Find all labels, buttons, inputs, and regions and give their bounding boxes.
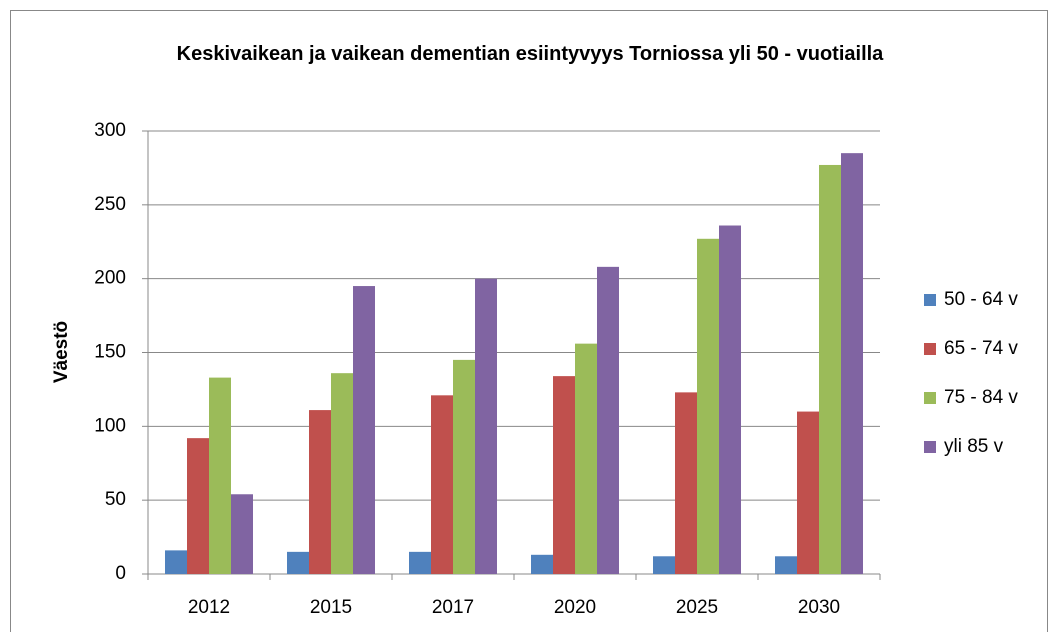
legend-swatch bbox=[924, 392, 936, 404]
x-tick-label: 2020 bbox=[554, 597, 596, 618]
bar bbox=[597, 266, 619, 574]
bar bbox=[531, 554, 553, 574]
bar bbox=[453, 359, 475, 574]
legend-label: 65 - 74 v bbox=[944, 338, 1018, 359]
bar bbox=[409, 551, 431, 574]
bar bbox=[575, 343, 597, 574]
bar bbox=[209, 377, 231, 574]
bar bbox=[775, 556, 797, 574]
bar bbox=[553, 376, 575, 574]
legend-label: yli 85 v bbox=[944, 436, 1004, 457]
bar bbox=[309, 410, 331, 574]
bar bbox=[819, 164, 841, 575]
y-tick-label: 50 bbox=[105, 489, 126, 510]
bar bbox=[719, 225, 741, 575]
legend-label: 50 - 64 v bbox=[944, 289, 1018, 310]
bar bbox=[231, 494, 253, 574]
bar bbox=[331, 373, 353, 574]
bar bbox=[797, 411, 819, 574]
y-tick-label: 300 bbox=[94, 120, 126, 141]
bar bbox=[431, 395, 453, 574]
legend-swatch bbox=[924, 343, 936, 355]
bar bbox=[675, 392, 697, 574]
x-tick-label: 2017 bbox=[432, 597, 474, 618]
chart-title: Keskivaikean ja vaikean dementian esiint… bbox=[176, 43, 884, 65]
y-tick-label: 100 bbox=[94, 415, 126, 436]
bar bbox=[475, 278, 497, 574]
chart-frame bbox=[10, 10, 1048, 632]
bar bbox=[353, 286, 375, 574]
y-tick-label: 0 bbox=[115, 563, 126, 584]
legend-swatch bbox=[924, 441, 936, 453]
x-tick-label: 2015 bbox=[310, 597, 352, 618]
legend-swatch bbox=[924, 294, 936, 306]
y-tick-label: 200 bbox=[94, 268, 126, 289]
x-tick-label: 2030 bbox=[798, 597, 840, 618]
bar bbox=[287, 551, 309, 574]
y-axis-label: Väestö bbox=[51, 321, 72, 383]
legend-label: 75 - 84 v bbox=[944, 387, 1018, 408]
bar bbox=[187, 438, 209, 574]
bar bbox=[697, 238, 719, 574]
x-tick-label: 2025 bbox=[676, 597, 718, 618]
bar bbox=[841, 153, 863, 574]
bar bbox=[653, 556, 675, 574]
y-tick-label: 150 bbox=[94, 342, 126, 363]
y-tick-label: 250 bbox=[94, 194, 126, 215]
bar bbox=[165, 550, 187, 574]
x-tick-label: 2012 bbox=[188, 597, 230, 618]
